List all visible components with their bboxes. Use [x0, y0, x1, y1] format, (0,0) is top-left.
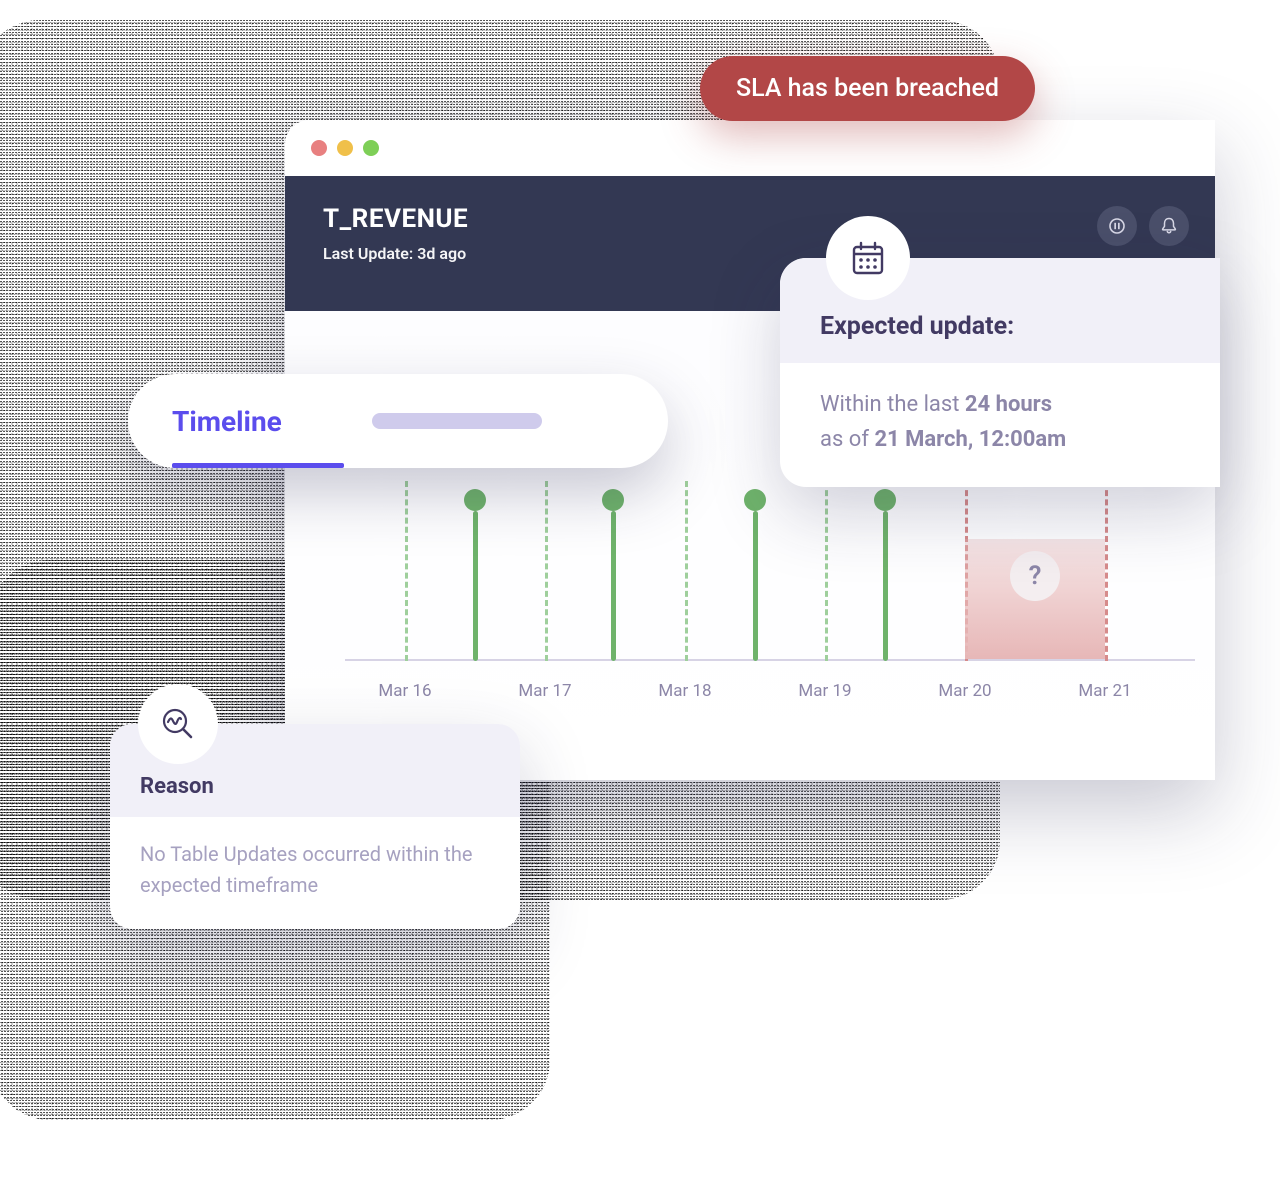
active-tab-underline: [172, 463, 344, 468]
x-tick-label: Mar 21: [1078, 681, 1131, 701]
event-dot: [874, 489, 896, 511]
analysis-icon-bubble: [138, 684, 218, 764]
expected-update-body: Within the last 24 hours as of 21 March,…: [780, 363, 1220, 487]
expected-update-card: Expected update: Within the last 24 hour…: [780, 258, 1220, 487]
missed-update-marker: ?: [1010, 551, 1060, 601]
notifications-button[interactable]: [1149, 206, 1189, 246]
grid-line: [825, 481, 828, 661]
x-tick-label: Mar 20: [938, 681, 991, 701]
event-dot: [464, 489, 486, 511]
sla-breach-text: SLA has been breached: [736, 74, 999, 103]
grid-line: [405, 481, 408, 661]
event-stem: [883, 511, 888, 661]
placeholder-bar: [372, 413, 542, 429]
x-tick-label: Mar 18: [658, 681, 711, 701]
calendar-icon-bubble: [826, 216, 910, 300]
event-dot: [602, 489, 624, 511]
header-actions: [1097, 206, 1189, 246]
sla-breach-badge: SLA has been breached: [700, 56, 1035, 121]
event-stem: [753, 511, 758, 661]
minimize-icon[interactable]: [337, 140, 353, 156]
expected-line2-prefix: as of: [820, 427, 874, 452]
x-tick-label: Mar 19: [798, 681, 851, 701]
grid-line: [685, 481, 688, 661]
grid-line: [1105, 481, 1108, 661]
analysis-icon: [159, 705, 197, 743]
table-title: T_REVENUE: [323, 204, 1177, 234]
x-tick-label: Mar 17: [518, 681, 571, 701]
calendar-icon: [848, 238, 888, 278]
reason-body: No Table Updates occurred within the exp…: [110, 817, 520, 929]
timeline-tab-label: Timeline: [172, 405, 282, 438]
reason-card: Reason No Table Updates occurred within …: [110, 724, 520, 929]
x-tick-label: Mar 16: [378, 681, 431, 701]
close-icon[interactable]: [311, 140, 327, 156]
event-stem: [611, 511, 616, 661]
timeline-chart: Mar 16 Mar 17 Mar 18 Mar 19 Mar 20 Mar 21?: [345, 481, 1195, 701]
maximize-icon[interactable]: [363, 140, 379, 156]
grid-line: [545, 481, 548, 661]
pause-icon: [1109, 218, 1125, 234]
expected-line2-bold: 21 March, 12:00am: [874, 427, 1066, 452]
window-titlebar: [285, 120, 1215, 176]
bell-icon: [1161, 217, 1177, 235]
pause-button[interactable]: [1097, 206, 1137, 246]
event-stem: [473, 511, 478, 661]
timeline-tab[interactable]: Timeline: [128, 374, 668, 468]
expected-line1-prefix: Within the last: [820, 392, 965, 417]
expected-line1-bold: 24 hours: [965, 392, 1052, 417]
event-dot: [744, 489, 766, 511]
